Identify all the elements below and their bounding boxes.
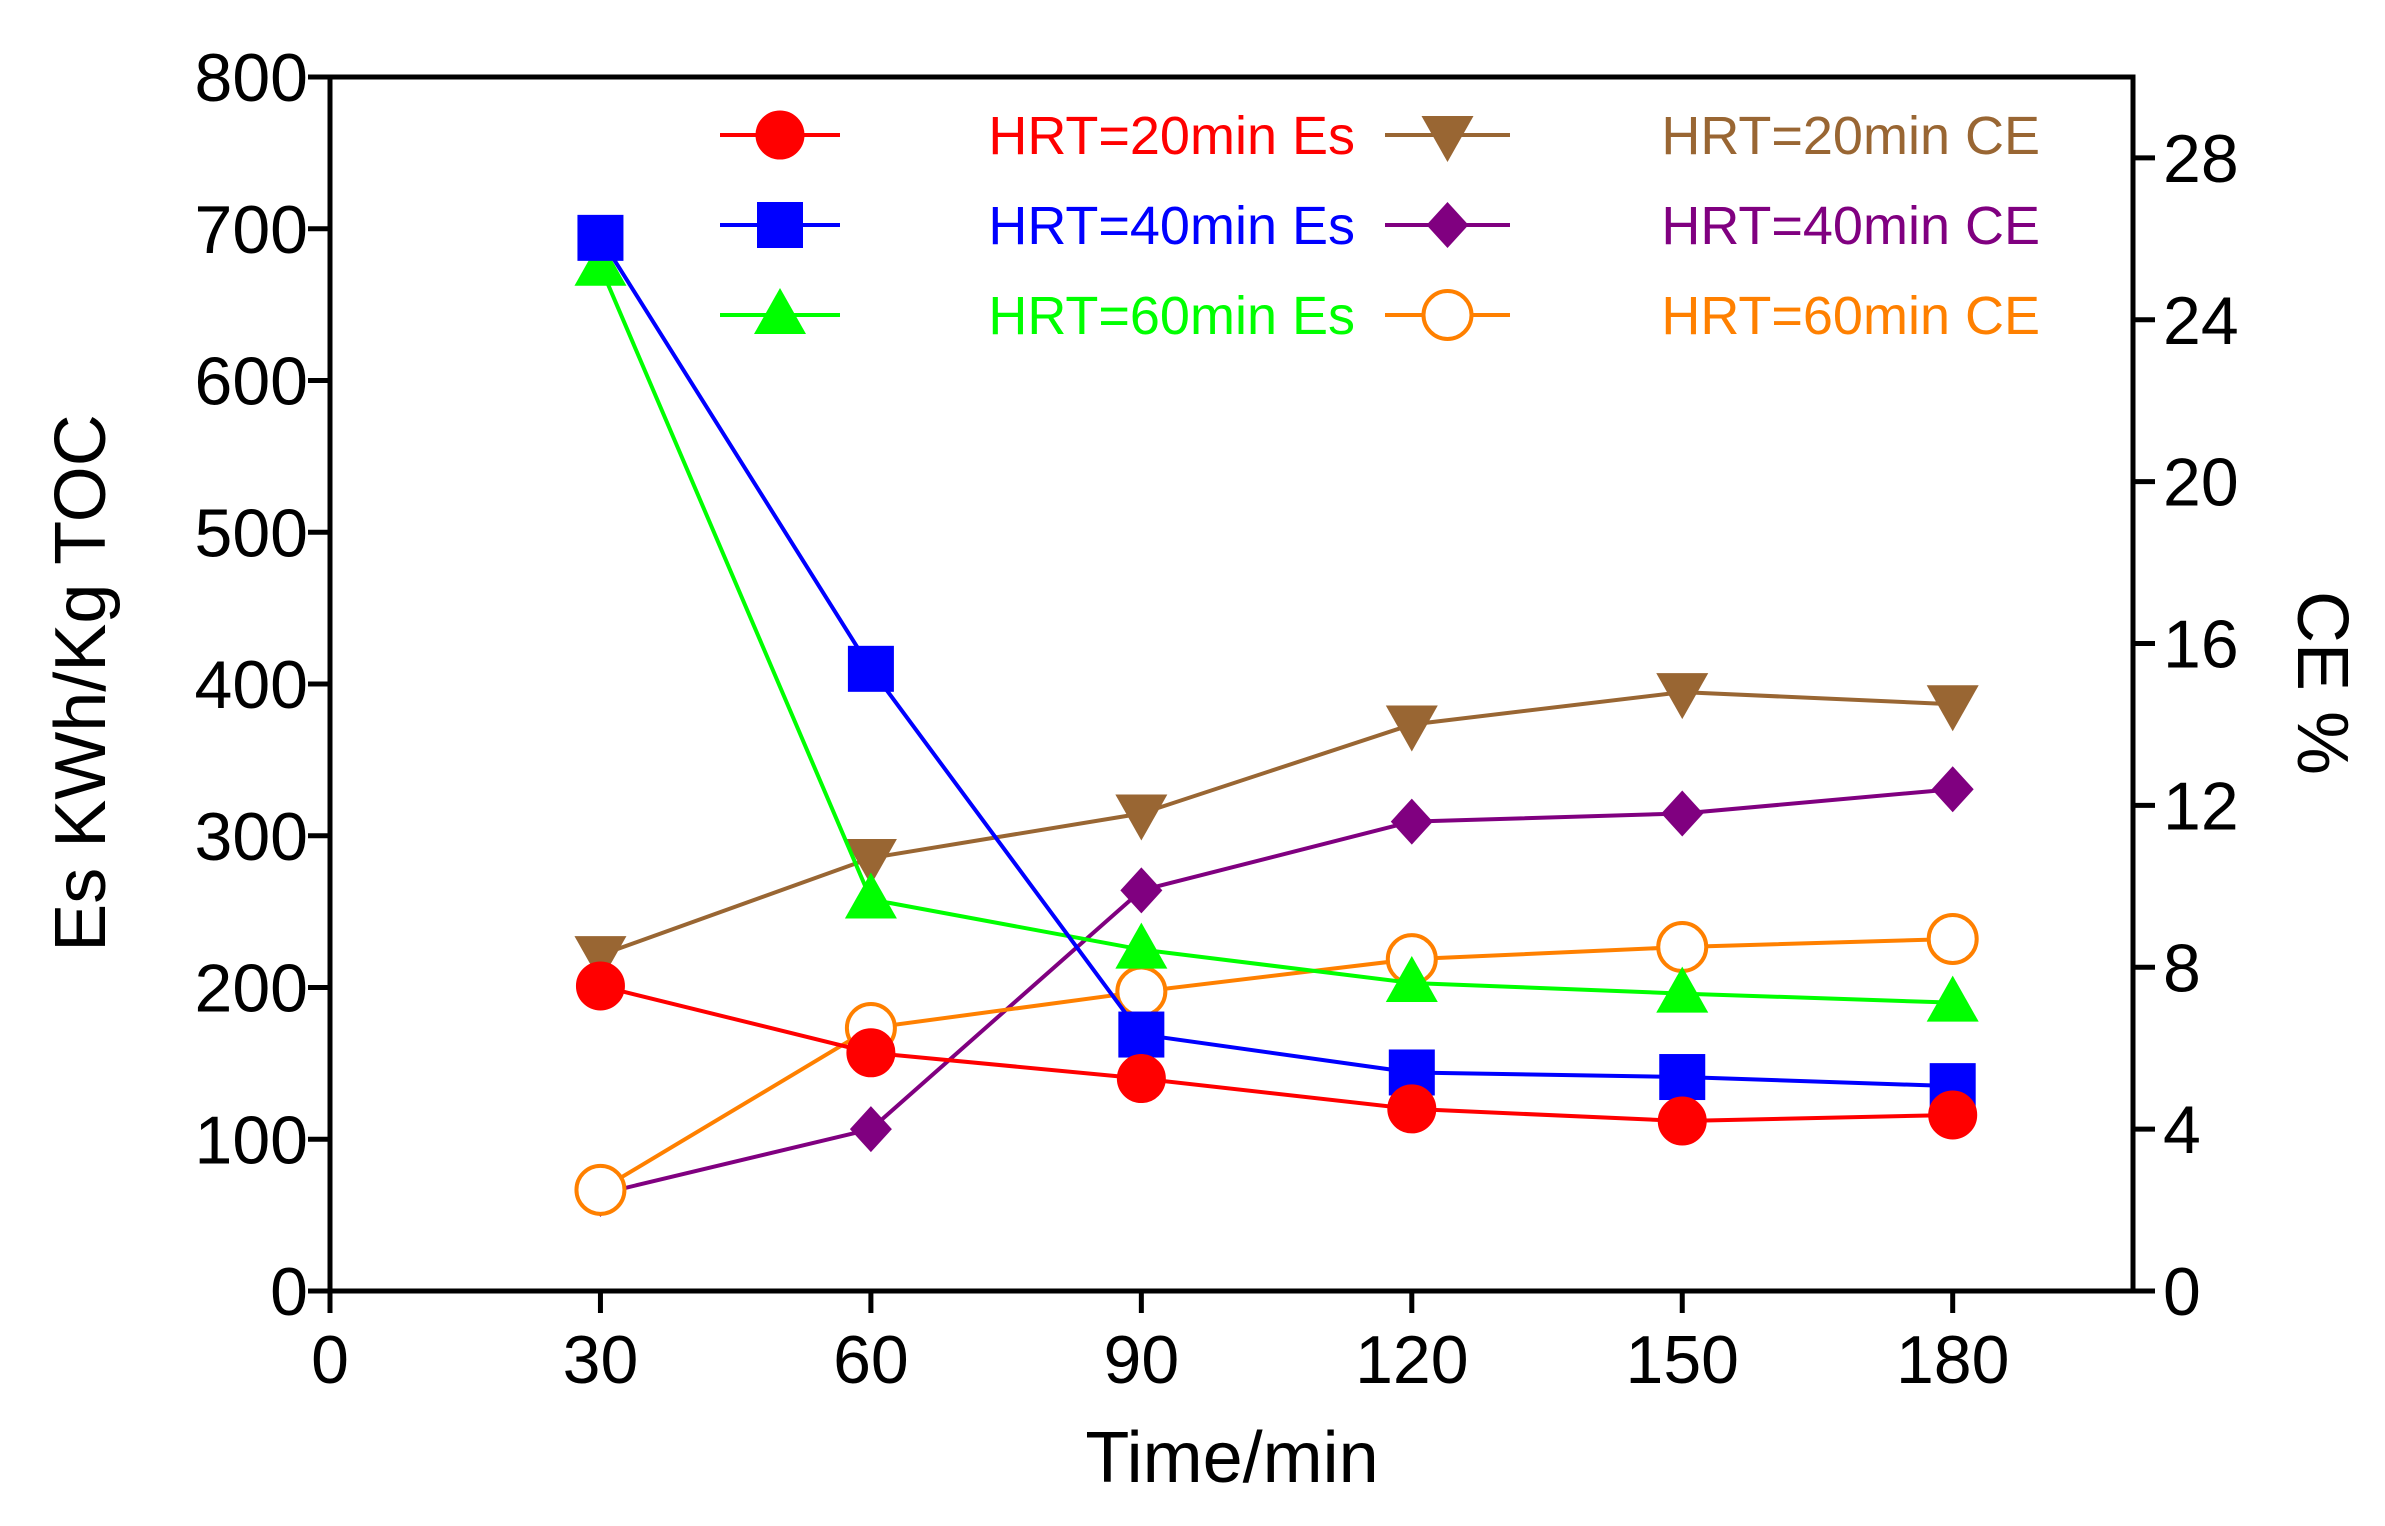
y-axis-title: Es KWh/Kg TOC (41, 414, 121, 952)
data-point (1928, 1090, 1978, 1140)
x-tick-label: 180 (1896, 1322, 2009, 1398)
data-point (844, 872, 897, 919)
data-point (1385, 705, 1438, 752)
data-point (1115, 922, 1168, 969)
series-line (599, 984, 1953, 1124)
y-tick-label: 700 (195, 192, 308, 268)
y-axis-right: 0 4 8 12 16 20 24 28 (2133, 121, 2239, 1330)
legend-label: HRT=20min CE (1661, 106, 2040, 166)
data-point (577, 214, 624, 261)
y2-tick-label: 28 (2163, 121, 2239, 197)
series-layer (574, 214, 1979, 1217)
x-tick-label: 120 (1355, 1322, 1468, 1398)
legend-marker (1421, 116, 1474, 162)
y2-tick-label: 12 (2163, 768, 2239, 844)
series-hrt-40min-ce (579, 766, 1974, 1217)
x-tick-label: 30 (563, 1322, 639, 1398)
series-line (599, 936, 1953, 1192)
data-point (1385, 955, 1438, 1002)
data-point (1656, 673, 1709, 720)
y-axis-left: 0 100 200 300 400 500 600 700 800 (195, 40, 330, 1330)
data-point (575, 961, 625, 1011)
x-tick-label: 0 (311, 1322, 349, 1398)
data-point (1118, 1011, 1165, 1058)
series-line (598, 265, 1953, 1005)
y-tick-label: 0 (270, 1254, 308, 1330)
legend-marker (754, 288, 806, 334)
data-point (574, 936, 627, 983)
series-line (599, 690, 1953, 958)
y-tick-label: 500 (195, 495, 308, 571)
y2-axis-title: CE % (2282, 591, 2362, 775)
y2-tick-label: 8 (2163, 930, 2201, 1006)
series-line (599, 787, 1953, 1196)
legend-label: HRT=60min CE (1661, 286, 2040, 346)
legend-marker (755, 110, 805, 160)
data-point (574, 239, 627, 286)
legend-item: HRT=20min CE (1385, 106, 2040, 166)
data-point (1926, 685, 1979, 732)
legend-label: HRT=20min Es (988, 106, 1355, 166)
x-axis: 0 30 60 90 120 150 180 (311, 1291, 2009, 1398)
data-point (1661, 790, 1704, 837)
y2-tick-label: 24 (2163, 283, 2239, 359)
series-hrt-60min-es (574, 239, 1979, 1022)
series-line (598, 236, 1953, 1089)
y-tick-label: 200 (195, 951, 308, 1027)
y-tick-label: 100 (195, 1102, 308, 1178)
x-tick-label: 60 (833, 1322, 909, 1398)
series-hrt-20min-ce (574, 673, 1979, 983)
x-axis-title: Time/min (1085, 1418, 1378, 1498)
x-tick-label: 90 (1104, 1322, 1180, 1398)
data-point (1926, 912, 1979, 965)
data-point (1931, 766, 1974, 813)
data-point (1656, 921, 1709, 974)
data-point (1116, 1054, 1166, 1104)
data-point (1115, 794, 1168, 841)
y2-tick-label: 0 (2163, 1254, 2201, 1330)
legend-marker (1421, 289, 1474, 341)
data-point (849, 1106, 892, 1153)
data-point (1657, 1096, 1707, 1146)
data-point (1656, 966, 1709, 1013)
legend-item: HRT=60min CE (1385, 286, 2040, 346)
x-tick-label: 150 (1626, 1322, 1739, 1398)
legend-label: HRT=60min Es (988, 286, 1355, 346)
legend-label: HRT=40min CE (1661, 196, 2040, 256)
legend: HRT=20min Es HRT=40min Es HRT=60min Es HRT=… (720, 106, 2040, 346)
series-hrt-60min-ce (574, 912, 1979, 1216)
data-point (1120, 867, 1163, 914)
y-tick-label: 600 (195, 344, 308, 420)
series-hrt-20min-es (575, 961, 1978, 1146)
legend-item: HRT=40min CE (1385, 196, 2040, 256)
data-point (1387, 1084, 1437, 1134)
data-point (846, 1028, 896, 1078)
legend-marker (757, 202, 803, 248)
data-point (574, 1163, 627, 1216)
data-point (1390, 798, 1433, 845)
y-tick-label: 800 (195, 40, 308, 116)
data-point (847, 645, 894, 692)
y-tick-label: 400 (195, 647, 308, 723)
data-point (1659, 1054, 1706, 1101)
legend-item: HRT=20min Es (720, 106, 1355, 166)
y2-tick-label: 20 (2163, 445, 2239, 521)
data-point (844, 839, 897, 886)
legend-marker (1426, 202, 1469, 248)
data-point (1115, 965, 1168, 1018)
y-tick-label: 300 (195, 799, 308, 875)
legend-item: HRT=40min Es (720, 196, 1355, 256)
legend-label: HRT=40min Es (988, 196, 1355, 256)
y2-tick-label: 16 (2163, 607, 2239, 683)
y2-tick-label: 4 (2163, 1092, 2201, 1168)
legend-item: HRT=60min Es (720, 286, 1355, 346)
data-point (1926, 975, 1979, 1022)
